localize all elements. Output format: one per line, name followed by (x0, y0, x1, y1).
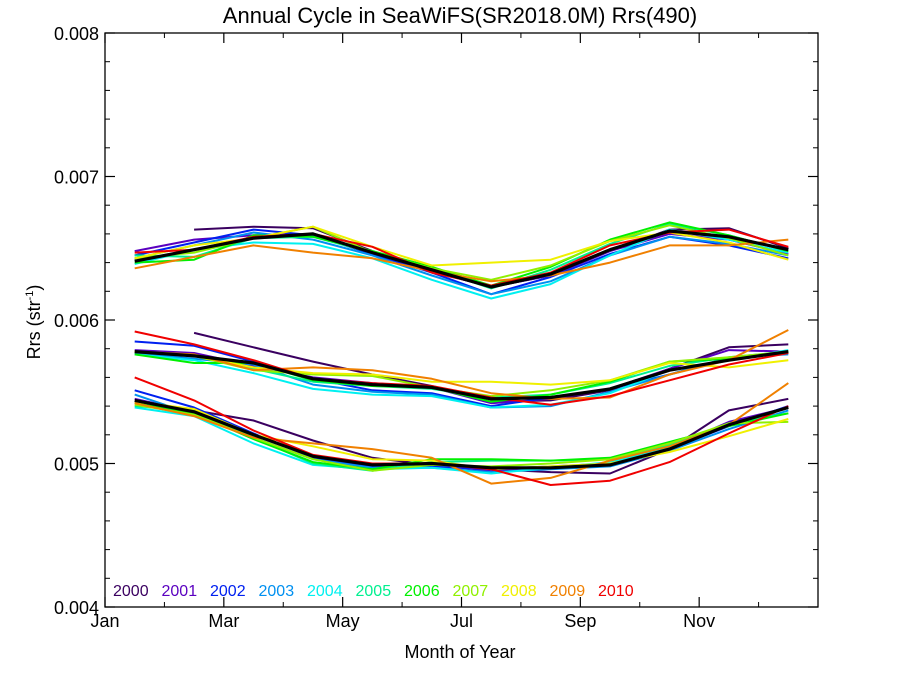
series-layer (134, 221, 789, 486)
plot-area-border (104, 32, 819, 608)
legend-entry-2006: 2006 (404, 583, 440, 600)
y-tick-label: 0.004 (54, 598, 99, 618)
legend: 2000 2001 2002 2003 2004 2005 2006 2007 2008 2009… (113, 583, 634, 600)
x-tick-label: Sep (564, 611, 596, 631)
x-tick-label: May (326, 611, 360, 631)
legend-entry-2000: 2000 (113, 583, 149, 600)
legend-entry-2008: 2008 (501, 583, 537, 600)
chart-title: Annual Cycle in SeaWiFS(SR2018.0M) Rrs(4… (223, 3, 697, 28)
legend-entry-2005: 2005 (356, 583, 392, 600)
legend-entry-2007: 2007 (453, 583, 489, 600)
y-axis: 0.004 0.005 0.006 0.007 0.008 (54, 24, 818, 618)
x-tick-label: Mar (208, 611, 239, 631)
x-tick-label: Nov (683, 611, 715, 631)
legend-entry-2010: 2010 (598, 583, 634, 600)
x-tick-label: Jan (90, 611, 119, 631)
series-line-2009-2 (134, 329, 789, 400)
legend-entry-2002: 2002 (210, 583, 246, 600)
x-axis: Jan Mar May Jul Sep Nov (90, 33, 760, 631)
x-tick-label: Jul (450, 611, 473, 631)
y-axis-label: Rrs (str-1) (24, 285, 44, 360)
series-line-2008-2 (134, 350, 789, 386)
mean-line-1 (134, 229, 789, 289)
y-tick-label: 0.008 (54, 24, 99, 44)
legend-entry-2001: 2001 (162, 583, 198, 600)
x-axis-label: Month of Year (404, 642, 515, 662)
y-tick-label: 0.007 (54, 168, 99, 188)
series-line-2009-3 (134, 382, 789, 485)
y-axis-label-main: Rrs (str (24, 300, 44, 359)
plot-frame (104, 32, 819, 608)
y-tick-label: 0.006 (54, 311, 99, 331)
series-line-2003-1 (134, 231, 789, 296)
legend-entry-2004: 2004 (307, 583, 343, 600)
legend-entry-2003: 2003 (259, 583, 295, 600)
mean-line-3 (134, 398, 789, 470)
y-axis-label-sup: -1 (24, 291, 36, 301)
y-axis-label-close: ) (24, 285, 44, 291)
y-tick-label: 0.005 (54, 455, 99, 475)
mean-line-2 (134, 350, 789, 401)
legend-entry-2009: 2009 (550, 583, 586, 600)
series-line-2009-1 (134, 238, 789, 283)
